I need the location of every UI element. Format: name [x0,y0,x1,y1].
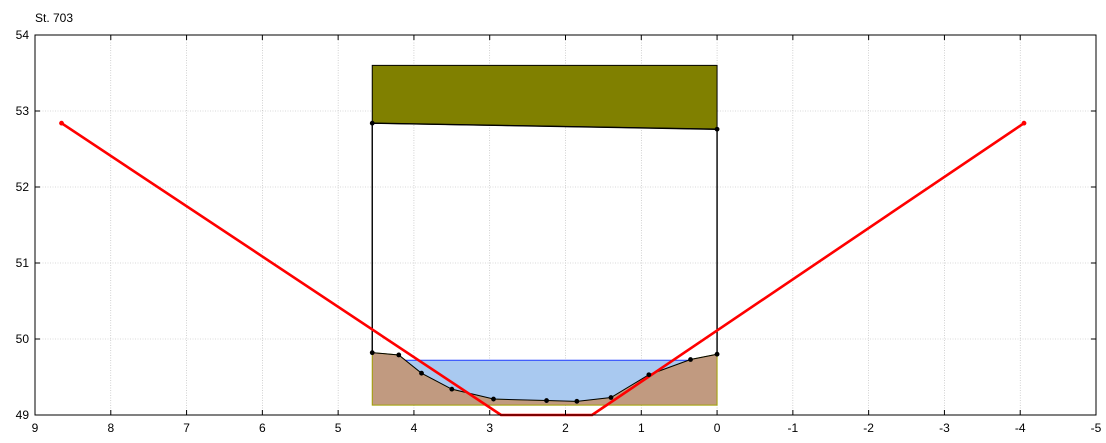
soffit-point [369,120,375,126]
riverbed-point [574,398,580,404]
riverbed-point [449,386,455,392]
x-tick-label: 0 [714,421,721,435]
y-tick-label: 54 [16,28,30,42]
riverbed-point [369,350,375,356]
riverbed-point [688,357,693,362]
bridge-deck [371,64,718,130]
x-tick-label: 7 [183,421,190,435]
riverbed-point [608,395,614,400]
water-fill [405,360,689,402]
riverbed-point [544,398,549,403]
y-tick-label: 50 [16,332,30,346]
riverbed-point [714,351,720,357]
points [59,120,1027,404]
riverbed-point [491,396,496,402]
x-tick-label: 3 [486,421,493,435]
riverbed-point [396,352,402,358]
x-tick-label: 5 [335,421,342,435]
chart-title: St. 703 [35,11,73,25]
y-tick-label: 51 [16,256,30,270]
x-tick-label: -2 [863,421,874,435]
x-tick-label: -5 [1091,421,1102,435]
y-tick-label: 53 [16,104,30,118]
cutoff-endpoint [1021,120,1027,126]
x-tick-label: 8 [107,421,114,435]
x-tick-label: 2 [562,421,569,435]
y-tick-label: 49 [16,408,30,422]
riverbed-point [419,370,424,376]
soffit-point [714,126,720,132]
riverbed-point [646,372,652,378]
x-tick-label: -4 [1015,421,1026,435]
fills [371,64,718,406]
y-tick-label: 52 [16,180,30,194]
x-tick-label: 6 [259,421,266,435]
culvert-outline [371,122,718,355]
x-tick-label: 4 [411,421,418,435]
x-tick-label: 9 [32,421,39,435]
cutoff-endpoint [59,120,64,126]
x-tick-label: -1 [788,421,799,435]
x-tick-label: 1 [638,421,645,435]
x-tick-label: -3 [939,421,950,435]
